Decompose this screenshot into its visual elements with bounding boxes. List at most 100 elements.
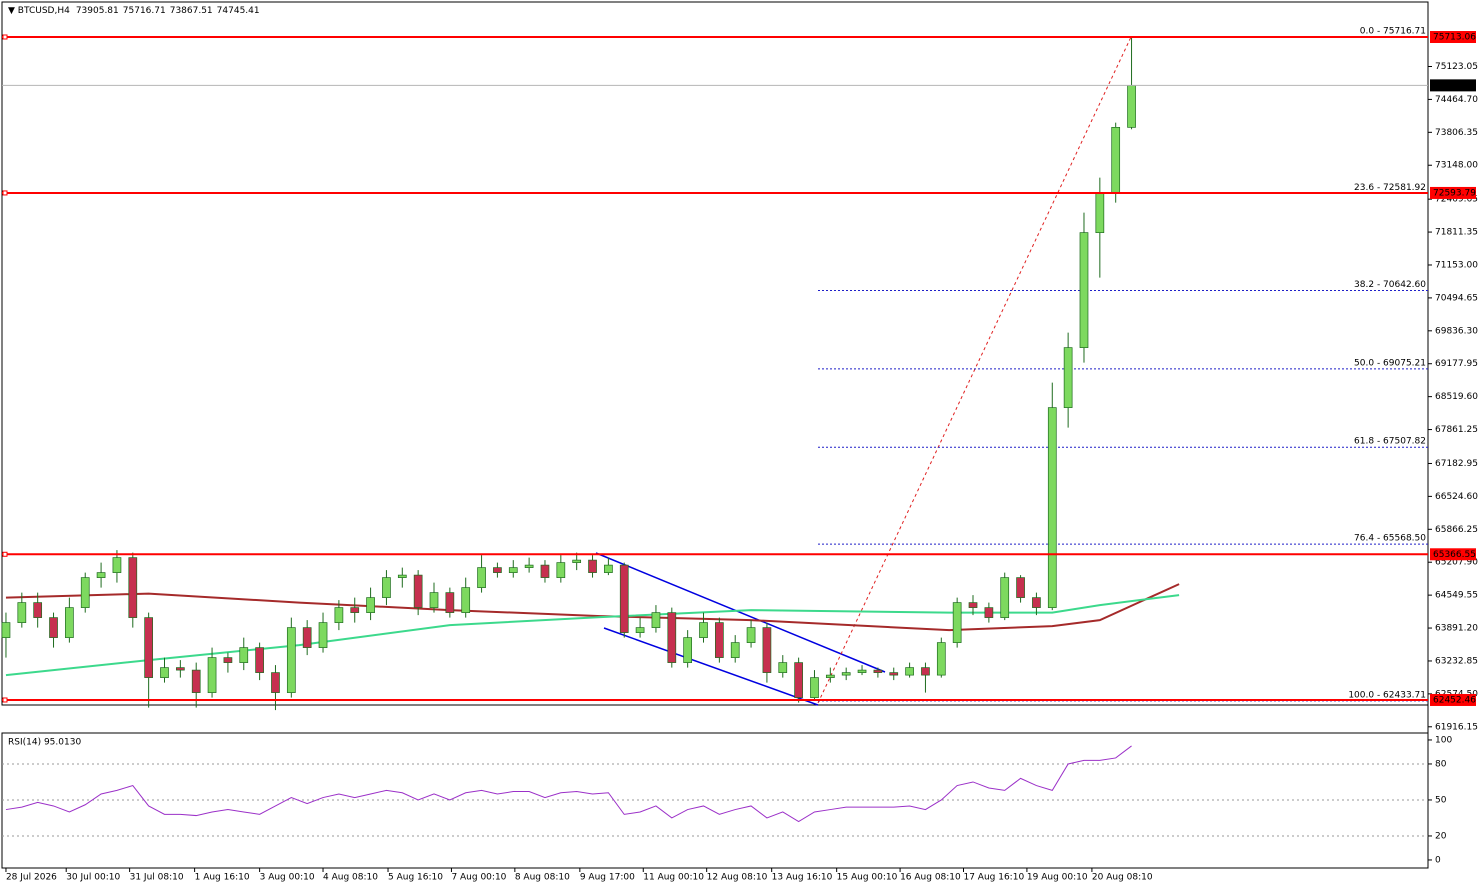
candle-body [588, 559, 597, 573]
price-tag [1430, 693, 1476, 706]
candle-body [873, 669, 883, 673]
x-tick-label: 28 Jul 2026 [6, 873, 57, 883]
candle-body [1095, 192, 1105, 233]
candle-body [683, 637, 693, 663]
candle-body [1032, 597, 1041, 608]
candle-body [524, 564, 534, 568]
x-tick-label: 20 Aug 08:10 [1092, 873, 1153, 883]
header-low: 73867.51 [170, 6, 213, 16]
candle-body [619, 564, 629, 633]
candle-body [65, 607, 74, 638]
candle-body [493, 567, 502, 573]
fib-label: 61.8 - 67507.82 [1354, 437, 1426, 447]
candle-body [33, 602, 43, 618]
rsi-tick-label: 100 [1435, 735, 1452, 745]
x-tick-label: 15 Aug 00:10 [837, 873, 898, 883]
candle-body [778, 662, 788, 673]
y-tick-label: 70494.65 [1435, 293, 1478, 303]
chart-header: ▼ BTCUSD,H4 73905.81 75716.71 73867.51 74745… [8, 6, 260, 16]
y-tick-label: 65866.25 [1435, 525, 1478, 535]
price-tag [1430, 186, 1476, 199]
candle-body [334, 607, 344, 623]
x-tick-label: 3 Aug 00:10 [260, 873, 315, 883]
candle-body [366, 597, 375, 613]
candle-body [1016, 577, 1025, 598]
header-open: 73905.81 [76, 6, 119, 16]
candle-body [1047, 407, 1057, 608]
y-tick-label: 74464.70 [1435, 95, 1478, 105]
x-tick-label: 1 Aug 16:10 [195, 873, 250, 883]
candle-body [921, 667, 930, 676]
price-tag [1430, 548, 1476, 561]
candle-body [572, 559, 582, 563]
rsi-tick-label: 0 [1435, 855, 1441, 865]
candle-body [413, 574, 423, 608]
candle-body [397, 574, 407, 578]
candle-body [175, 667, 185, 671]
y-tick-label: 69177.95 [1435, 359, 1478, 369]
candle-body [382, 577, 391, 598]
y-tick-label: 63891.20 [1435, 624, 1478, 634]
candle-body [49, 617, 58, 638]
rsi-tick-label: 50 [1435, 795, 1447, 805]
x-tick-label: 30 Jul 00:10 [66, 873, 120, 883]
candle-body [461, 587, 471, 613]
candle-body [746, 627, 756, 643]
candle-body [17, 602, 27, 623]
candle-body [556, 562, 566, 578]
fib-label: 76.4 - 65568.50 [1354, 534, 1426, 544]
y-tick-label: 69836.30 [1435, 326, 1478, 336]
candle-body [699, 622, 708, 638]
x-tick-label: 7 Aug 00:10 [451, 873, 506, 883]
candle-body [207, 657, 217, 693]
y-tick-label: 73806.35 [1435, 128, 1478, 138]
candle-body [1, 622, 11, 638]
x-tick-label: 12 Aug 08:10 [707, 873, 768, 883]
price-tag [1430, 79, 1476, 92]
candle-body [96, 572, 106, 578]
fib-label: 0.0 - 75716.71 [1360, 26, 1426, 36]
candle-body [160, 667, 169, 678]
fib-label: 100.0 - 62433.71 [1348, 690, 1426, 700]
rsi-tick-label: 80 [1435, 759, 1447, 769]
x-tick-label: 19 Aug 00:10 [1027, 873, 1088, 883]
rsi-title: RSI(14) 95.0130 [8, 738, 81, 748]
candle-body [508, 567, 518, 573]
x-tick-label: 13 Aug 16:10 [772, 873, 833, 883]
candle-body [936, 642, 946, 676]
candle-body [144, 617, 153, 678]
candle-body [223, 657, 233, 663]
candle-body [1063, 347, 1073, 408]
candle-body [112, 557, 122, 573]
candle-body [1127, 85, 1136, 128]
y-tick-label: 64549.55 [1435, 591, 1478, 601]
y-tick-label: 68519.60 [1435, 392, 1478, 402]
candle-body [350, 607, 360, 613]
channel-lower [603, 627, 819, 706]
x-tick-label: 31 Jul 08:10 [130, 873, 184, 883]
y-tick-label: 67182.95 [1435, 459, 1478, 469]
candle-body [857, 669, 867, 673]
x-tick-label: 5 Aug 16:10 [388, 873, 443, 883]
candle-body [255, 647, 264, 673]
candle-body [810, 677, 819, 698]
price-tag-label: 62452.46 [1433, 695, 1476, 705]
candle-body [1079, 232, 1089, 348]
y-tick-label: 71153.00 [1435, 260, 1478, 270]
candle-body [667, 612, 677, 663]
y-tick-label: 66524.60 [1435, 492, 1478, 502]
header-triangle: ▼ [8, 6, 18, 16]
candle-body [286, 627, 296, 693]
x-tick-label: 11 Aug 00:10 [643, 873, 704, 883]
candle-body [128, 557, 138, 618]
candle-body [905, 667, 914, 676]
candle-body [604, 564, 613, 573]
fib-label: 23.6 - 72581.92 [1354, 183, 1426, 193]
candle-body [477, 567, 486, 588]
candle-body [1000, 577, 1010, 618]
candle-body [1111, 127, 1121, 193]
price-tag-label: 74745.41 [1433, 81, 1476, 91]
x-tick-label: 9 Aug 17:00 [580, 873, 635, 883]
candle-body [825, 674, 835, 678]
candle-body [968, 602, 978, 608]
